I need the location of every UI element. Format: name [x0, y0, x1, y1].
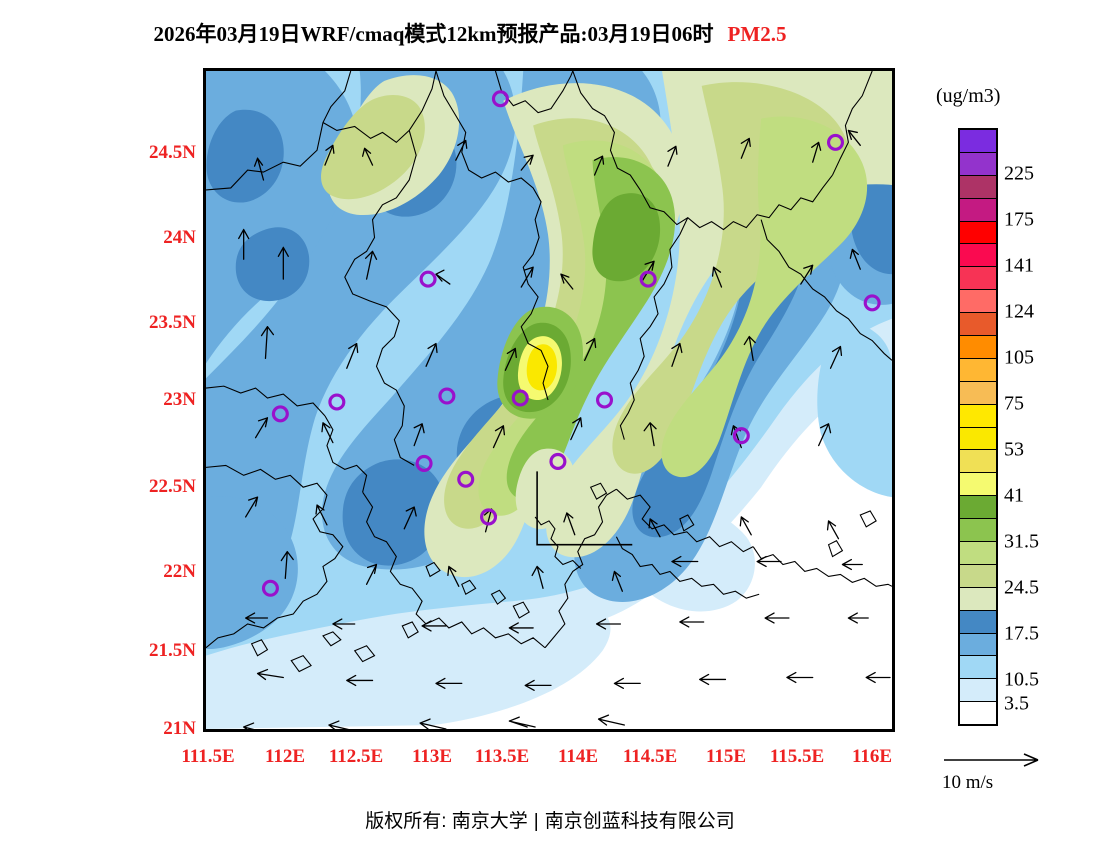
colorbar-cell — [960, 381, 996, 405]
colorbar-cell — [960, 130, 996, 153]
ytick-label: 24.5N — [149, 142, 196, 163]
pm25-contour-field — [206, 71, 892, 729]
colorbar-cell — [960, 267, 996, 291]
station-marker — [826, 133, 845, 151]
station-marker — [271, 405, 289, 423]
ytick-label: 23N — [163, 389, 196, 410]
admin-boundaries — [206, 71, 892, 493]
station-marker — [491, 90, 509, 108]
footer-company: 南京创蓝科技有限公司 — [544, 811, 735, 832]
station-marker — [419, 270, 437, 288]
footer-copyright: 版权所有: 南京大学 — [365, 811, 528, 832]
colorbar-cell — [960, 610, 996, 634]
longitude-axis: 111.5E 112E 112.5E 113E 113.5E 114E 114.… — [0, 746, 1100, 776]
station-marker — [863, 294, 881, 312]
station-marker — [511, 389, 529, 407]
colorbar-cell — [960, 587, 996, 611]
xtick-label: 111.5E — [181, 746, 235, 767]
sar-boundary-box — [536, 471, 633, 546]
colorbar-tick-label: 141 — [1004, 254, 1034, 277]
ytick-label: 21N — [163, 718, 196, 739]
ytick-label: 24N — [163, 227, 196, 248]
colorbar-cell — [960, 152, 996, 176]
colorbar-tick-label: 53 — [1004, 438, 1024, 461]
colorbar-tick-label: 124 — [1004, 300, 1034, 323]
colorbar-cell — [960, 404, 996, 428]
colorbar-cell — [960, 519, 996, 543]
colorbar-cell — [960, 679, 996, 703]
station-marker — [261, 579, 279, 597]
xtick-label: 112E — [264, 746, 306, 767]
xtick-label: 115.5E — [769, 746, 825, 767]
station-marker — [457, 470, 475, 488]
colorbar-cell — [960, 702, 996, 725]
xtick-label: 115E — [705, 746, 747, 767]
colorbar-tick-label: 75 — [1004, 392, 1024, 415]
colorbar-tick-label: 105 — [1004, 346, 1034, 369]
colorbar-tick-label: 10.5 — [1004, 668, 1039, 691]
station-marker — [480, 508, 498, 526]
colorbar-tick-label: 225 — [1004, 162, 1034, 185]
colorbar-tick-label: 24.5 — [1004, 576, 1039, 599]
wind-vector-field — [238, 129, 891, 729]
station-marker — [732, 427, 750, 445]
map-overlay — [206, 71, 892, 729]
station-marker — [595, 391, 614, 409]
map-plot-area[interactable] — [203, 68, 895, 732]
station-markers — [261, 90, 881, 597]
colorbar-cell — [960, 427, 996, 451]
colorbar-cell — [960, 221, 996, 245]
colorbar-cell — [960, 290, 996, 314]
xtick-label: 114E — [557, 746, 599, 767]
latitude-axis: 24.5N 24N 23.5N 23N 22.5N 22N 21.5N 21N — [100, 0, 196, 850]
colorbar-tick-label: 175 — [1004, 208, 1034, 231]
station-marker — [328, 393, 346, 411]
colorbar-cell — [960, 244, 996, 268]
footer-credits: 版权所有: 南京大学 | 南京创蓝科技有限公司 — [0, 806, 1100, 833]
colorbar-cell — [960, 336, 996, 359]
colorbar-tick-label: 17.5 — [1004, 622, 1039, 645]
colorbar-cell — [960, 358, 996, 382]
wind-scale-legend: 10 m/s — [942, 748, 1092, 794]
station-marker — [415, 454, 433, 472]
colorbar-cell — [960, 198, 996, 222]
colorbar-cell — [960, 450, 996, 474]
colorbar-tick-label: 3.5 — [1004, 692, 1029, 715]
colorbar-cell — [960, 656, 996, 680]
xtick-label: 114.5E — [622, 746, 678, 767]
xtick-label: 116E — [851, 746, 893, 767]
colorbar-units-label: (ug/m3) — [936, 85, 1001, 107]
ytick-label: 21.5N — [149, 640, 196, 661]
ytick-label: 22N — [163, 561, 196, 582]
colorbar-tick-label: 31.5 — [1004, 530, 1039, 553]
title-text: 2026年03月19日WRF/cmaq模式12km预报产品:03月19日06时 — [153, 22, 714, 46]
ytick-label: 23.5N — [149, 312, 196, 333]
colorbar-labels: 225 175 141 124 105 75 53 41 31.5 24.5 1… — [1004, 128, 1100, 726]
colorbar-tick-label: 41 — [1004, 484, 1024, 507]
footer-separator: | — [533, 811, 539, 832]
wind-scale-label: 10 m/s — [942, 772, 994, 793]
colorbar-cell — [960, 473, 996, 497]
colorbar[interactable] — [958, 128, 998, 726]
title-species-label: PM2.5 — [727, 22, 787, 46]
xtick-label: 112.5E — [328, 746, 384, 767]
colorbar-cell — [960, 633, 996, 657]
ytick-label: 22.5N — [149, 476, 196, 497]
coastline — [206, 464, 892, 673]
colorbar-cell — [960, 175, 996, 199]
colorbar-cell — [960, 313, 996, 337]
page-title: 2026年03月19日WRF/cmaq模式12km预报产品:03月19日06时 P… — [0, 18, 940, 48]
colorbar-cell — [960, 564, 996, 588]
colorbar-cell — [960, 542, 996, 565]
station-marker — [438, 387, 456, 405]
wind-arrow-icon — [944, 753, 1039, 767]
colorbar-cell — [960, 496, 996, 520]
xtick-label: 113E — [411, 746, 453, 767]
station-marker — [549, 452, 567, 470]
xtick-label: 113.5E — [474, 746, 530, 767]
station-marker — [639, 270, 657, 288]
